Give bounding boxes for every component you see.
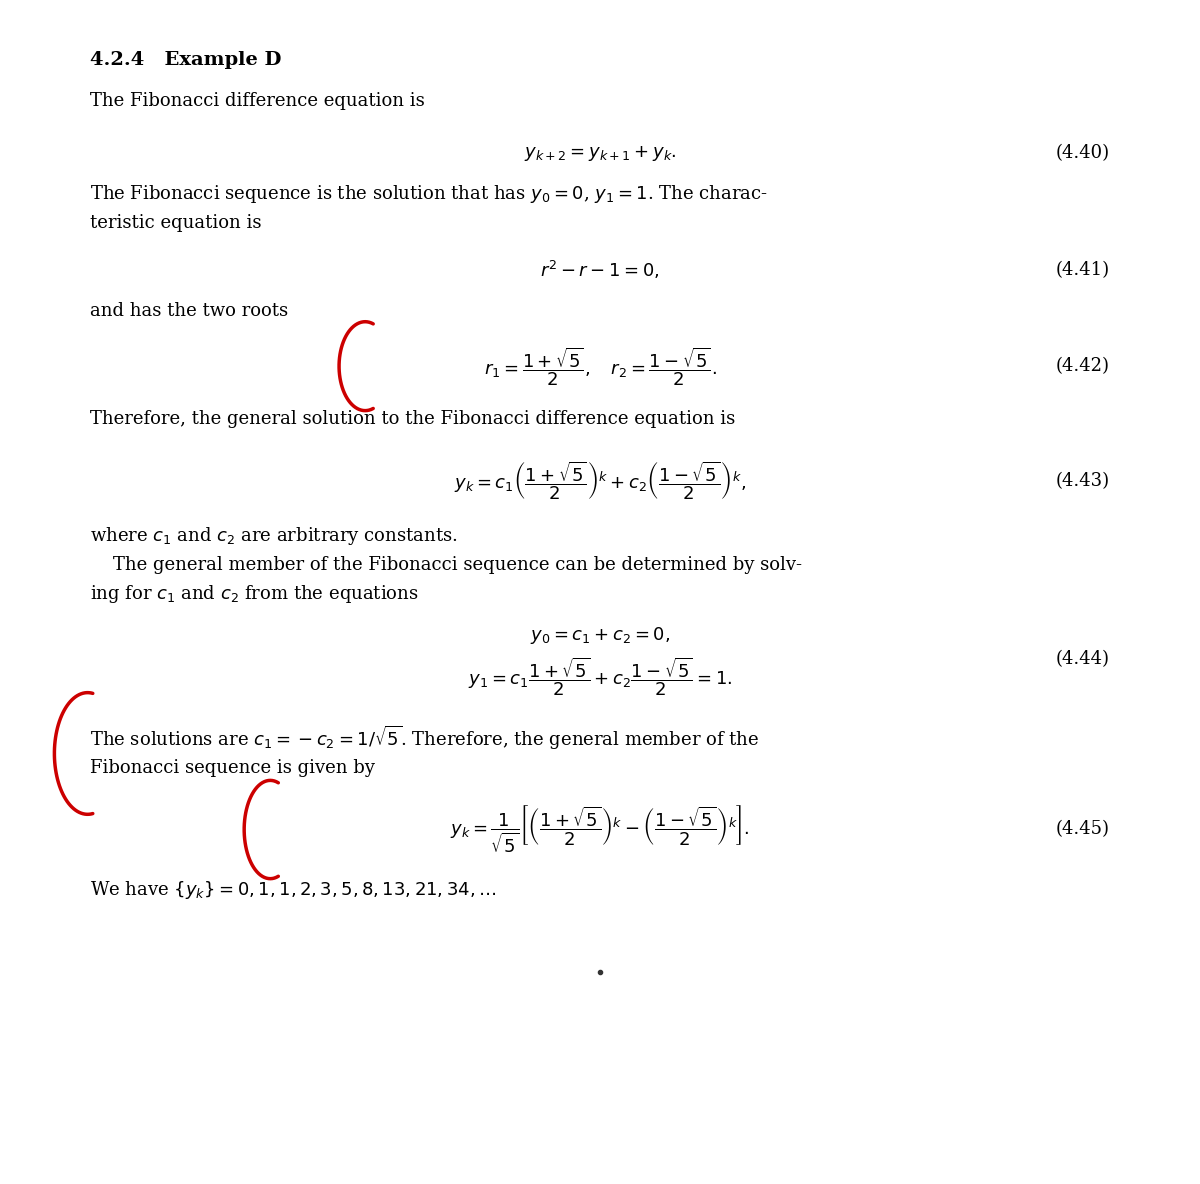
Text: Therefore, the general solution to the Fibonacci difference equation is: Therefore, the general solution to the F… <box>90 410 736 427</box>
Text: (4.42): (4.42) <box>1056 358 1110 375</box>
Text: Fibonacci sequence is given by: Fibonacci sequence is given by <box>90 759 374 777</box>
Text: The general member of the Fibonacci sequence can be determined by solv-: The general member of the Fibonacci sequ… <box>90 556 802 574</box>
Text: We have $\{y_k\} = 0, 1, 1, 2, 3, 5, 8, 13, 21, 34, \ldots$: We have $\{y_k\} = 0, 1, 1, 2, 3, 5, 8, … <box>90 880 497 901</box>
Text: $r^2 - r - 1 = 0,$: $r^2 - r - 1 = 0,$ <box>540 259 660 282</box>
Text: (4.40): (4.40) <box>1056 144 1110 162</box>
Text: where $c_1$ and $c_2$ are arbitrary constants.: where $c_1$ and $c_2$ are arbitrary cons… <box>90 525 457 547</box>
Text: ing for $c_1$ and $c_2$ from the equations: ing for $c_1$ and $c_2$ from the equatio… <box>90 584 419 605</box>
Text: $y_0 = c_1 + c_2 = 0,$: $y_0 = c_1 + c_2 = 0,$ <box>530 625 670 645</box>
Text: (4.44): (4.44) <box>1056 650 1110 668</box>
Text: (4.45): (4.45) <box>1056 821 1110 838</box>
Text: teristic equation is: teristic equation is <box>90 214 262 232</box>
Text: (4.41): (4.41) <box>1056 262 1110 279</box>
Text: 4.2.4   Example D: 4.2.4 Example D <box>90 51 282 69</box>
Text: $r_1 = \dfrac{1+\sqrt{5}}{2}, \quad r_2 = \dfrac{1-\sqrt{5}}{2}.$: $r_1 = \dfrac{1+\sqrt{5}}{2}, \quad r_2 … <box>484 345 716 387</box>
Text: $y_{k+2} = y_{k+1} + y_k.$: $y_{k+2} = y_{k+1} + y_k.$ <box>523 143 677 162</box>
Text: $y_1 = c_1\dfrac{1+\sqrt{5}}{2} + c_2\dfrac{1-\sqrt{5}}{2} = 1.$: $y_1 = c_1\dfrac{1+\sqrt{5}}{2} + c_2\df… <box>468 655 732 697</box>
Text: and has the two roots: and has the two roots <box>90 302 288 320</box>
Text: $y_k = \dfrac{1}{\sqrt{5}} \left[\left(\dfrac{1+\sqrt{5}}{2}\right)^{k} - \left(: $y_k = \dfrac{1}{\sqrt{5}} \left[\left(\… <box>450 804 750 855</box>
Text: The solutions are $c_1 = -c_2 = 1/\sqrt{5}$. Therefore, the general member of th: The solutions are $c_1 = -c_2 = 1/\sqrt{… <box>90 725 760 752</box>
Text: The Fibonacci difference equation is: The Fibonacci difference equation is <box>90 91 425 110</box>
Text: The Fibonacci sequence is the solution that has $y_0 = 0$, $y_1 = 1$. The charac: The Fibonacci sequence is the solution t… <box>90 184 768 205</box>
Text: $y_k = c_1 \left(\dfrac{1+\sqrt{5}}{2}\right)^{k} + c_2 \left(\dfrac{1-\sqrt{5}}: $y_k = c_1 \left(\dfrac{1+\sqrt{5}}{2}\r… <box>454 459 746 502</box>
Text: (4.43): (4.43) <box>1056 472 1110 490</box>
